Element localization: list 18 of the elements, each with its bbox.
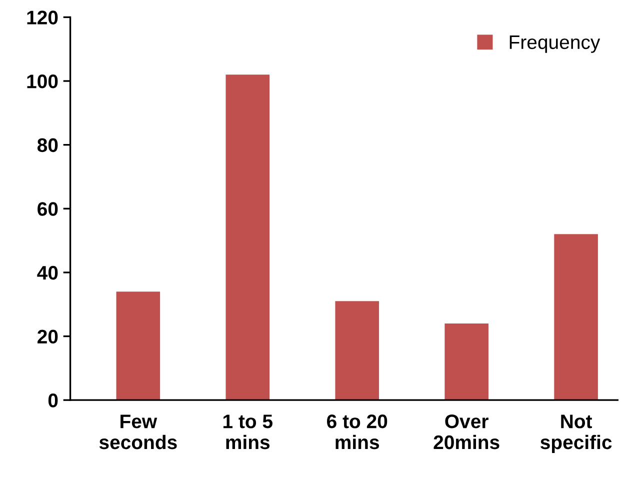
bar <box>226 74 270 400</box>
bar <box>444 324 488 400</box>
legend-label: Frequency <box>510 36 600 53</box>
y-tick-label: 120 <box>27 10 58 24</box>
x-tick-label: Over 20mins <box>434 414 500 450</box>
y-tick-label: 0 <box>48 394 58 408</box>
x-tick-label: Few seconds <box>99 414 177 450</box>
y-tick-label: 80 <box>37 138 58 152</box>
y-tick-label: 20 <box>38 330 58 344</box>
x-tick-label: 1 to 5 mins <box>223 414 272 450</box>
x-tick-label: 6 to 20 mins <box>327 414 388 450</box>
bar <box>116 292 160 400</box>
bar <box>335 301 379 400</box>
bar <box>554 234 598 400</box>
y-tick-label: 40 <box>37 266 58 280</box>
x-tick-label: Not specific <box>540 414 612 454</box>
y-tick-label: 60 <box>38 202 58 216</box>
y-tick-label: 100 <box>27 74 58 88</box>
